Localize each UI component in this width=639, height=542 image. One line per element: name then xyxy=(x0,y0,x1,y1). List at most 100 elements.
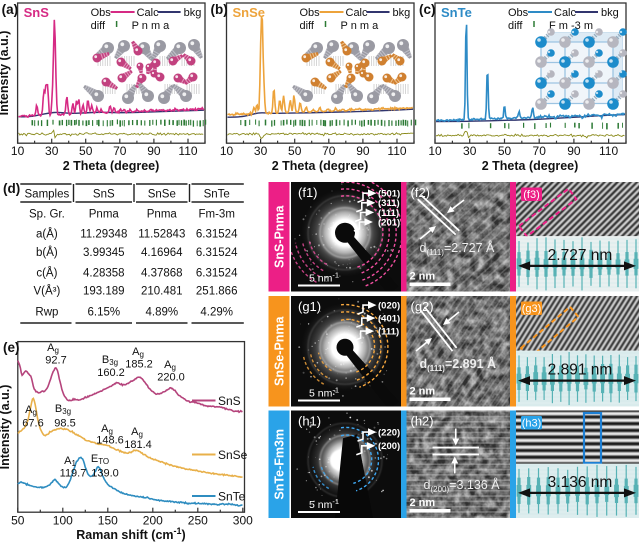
svg-text:10: 10 xyxy=(11,144,25,158)
svg-text:(200): (200) xyxy=(378,441,400,452)
svg-text:90: 90 xyxy=(356,144,370,158)
svg-text:2.891 nm: 2.891 nm xyxy=(548,362,613,379)
svg-text:181.4: 181.4 xyxy=(124,439,152,451)
svg-text:(311): (311) xyxy=(378,198,400,209)
svg-text:119.7: 119.7 xyxy=(60,468,87,480)
svg-text:(h3): (h3) xyxy=(522,418,542,430)
svg-text:SnS: SnS xyxy=(218,394,241,408)
svg-text:210.481: 210.481 xyxy=(141,286,183,298)
svg-text:P n m a: P n m a xyxy=(341,20,380,32)
svg-text:6.31524: 6.31524 xyxy=(196,229,238,241)
svg-text:diff: diff xyxy=(508,20,523,32)
svg-text:ETO: ETO xyxy=(91,453,109,466)
svg-text:251.866: 251.866 xyxy=(196,286,238,298)
svg-text:diff: diff xyxy=(300,20,315,32)
svg-text:6.31524: 6.31524 xyxy=(196,247,238,259)
svg-text:110: 110 xyxy=(178,144,197,158)
svg-text:4.29%: 4.29% xyxy=(200,307,233,319)
svg-text:4.37868: 4.37868 xyxy=(141,268,183,280)
svg-text:SnTe: SnTe xyxy=(218,490,246,504)
svg-text:(401): (401) xyxy=(378,314,400,325)
svg-text:SnSe: SnSe xyxy=(218,448,248,462)
svg-text:90: 90 xyxy=(147,144,161,158)
svg-text:Pnma: Pnma xyxy=(147,209,178,221)
svg-text:Calc: Calc xyxy=(346,7,369,19)
svg-text:Ag: Ag xyxy=(164,359,176,372)
svg-text:2 nm: 2 nm xyxy=(410,271,436,283)
svg-text:Sp. Gr.: Sp. Gr. xyxy=(29,209,65,221)
svg-text:Ag: Ag xyxy=(25,404,37,417)
svg-text:150: 150 xyxy=(98,514,118,528)
svg-text:(g3): (g3) xyxy=(522,303,542,315)
svg-text:(f1): (f1) xyxy=(298,185,318,200)
svg-text:(h1): (h1) xyxy=(298,414,321,429)
svg-text:Obs: Obs xyxy=(91,7,112,19)
svg-text:(201): (201) xyxy=(378,217,400,228)
svg-text:2 nm: 2 nm xyxy=(410,386,436,398)
svg-text:110: 110 xyxy=(599,144,618,158)
svg-text:110: 110 xyxy=(387,144,406,158)
svg-text:4.16964: 4.16964 xyxy=(141,247,183,259)
svg-text:bkg: bkg xyxy=(601,7,619,19)
svg-text:(f2): (f2) xyxy=(411,185,431,200)
svg-text:30: 30 xyxy=(45,144,59,158)
svg-text:b(Å): b(Å) xyxy=(36,246,58,259)
svg-text:diff: diff xyxy=(91,20,106,32)
svg-text:160.2: 160.2 xyxy=(97,367,125,379)
svg-text:2.727 nm: 2.727 nm xyxy=(548,247,613,264)
svg-text:SnTe-Fm3m: SnTe-Fm3m xyxy=(272,429,286,500)
svg-text:V(Å³): V(Å³) xyxy=(33,285,60,298)
svg-text:B3g: B3g xyxy=(102,354,118,367)
svg-text:200: 200 xyxy=(143,514,163,528)
svg-text:92.7: 92.7 xyxy=(45,355,66,367)
svg-text:50: 50 xyxy=(498,144,512,158)
svg-text:SnSe: SnSe xyxy=(148,189,176,201)
svg-text:SnSe: SnSe xyxy=(233,5,266,20)
svg-text:98.5: 98.5 xyxy=(54,418,75,430)
svg-text:100: 100 xyxy=(53,514,73,528)
svg-text:50: 50 xyxy=(288,144,302,158)
svg-text:4.28358: 4.28358 xyxy=(83,268,125,280)
svg-text:90: 90 xyxy=(567,144,581,158)
svg-text:(501): (501) xyxy=(378,189,400,200)
svg-text:(f3): (f3) xyxy=(523,189,540,201)
svg-text:SnSe-Pnma: SnSe-Pnma xyxy=(272,315,286,386)
svg-text:67.6: 67.6 xyxy=(22,418,43,430)
svg-text:(020): (020) xyxy=(378,301,400,312)
svg-text:A1: A1 xyxy=(64,455,76,468)
svg-text:(g1): (g1) xyxy=(298,299,321,314)
svg-text:2 Theta (degree): 2 Theta (degree) xyxy=(63,159,160,173)
svg-text:SnS: SnS xyxy=(24,5,50,20)
svg-text:Samples: Samples xyxy=(25,189,70,201)
svg-text:Obs: Obs xyxy=(300,7,321,19)
svg-text:11.52843: 11.52843 xyxy=(138,229,185,241)
svg-text:70: 70 xyxy=(322,144,336,158)
svg-text:Raman shift (cm-1): Raman shift (cm-1) xyxy=(76,526,185,542)
svg-text:bkg: bkg xyxy=(184,7,202,19)
svg-text:30: 30 xyxy=(254,144,268,158)
svg-text:2 Theta (degree): 2 Theta (degree) xyxy=(482,159,579,173)
svg-text:30: 30 xyxy=(463,144,477,158)
svg-text:(220): (220) xyxy=(378,428,400,439)
svg-text:Obs: Obs xyxy=(508,7,529,19)
svg-text:Pnma: Pnma xyxy=(89,209,120,221)
svg-text:5 nm-1: 5 nm-1 xyxy=(309,497,339,512)
svg-text:d(111)=2.891 Å: d(111)=2.891 Å xyxy=(420,356,497,373)
svg-text:Ag: Ag xyxy=(47,342,59,355)
svg-text:(h2): (h2) xyxy=(411,414,434,429)
svg-text:70: 70 xyxy=(533,144,547,158)
svg-text:10: 10 xyxy=(220,144,234,158)
svg-text:SnTe: SnTe xyxy=(204,189,230,201)
svg-text:2 nm: 2 nm xyxy=(410,497,436,509)
svg-text:11.29348: 11.29348 xyxy=(80,229,127,241)
svg-text:(111): (111) xyxy=(378,327,399,338)
svg-text:(c): (c) xyxy=(419,2,436,17)
svg-text:300: 300 xyxy=(233,514,253,528)
svg-text:5 nm-1: 5 nm-1 xyxy=(309,385,339,400)
svg-text:193.189: 193.189 xyxy=(83,286,125,298)
svg-text:(111): (111) xyxy=(378,208,399,219)
svg-text:Intensity (a.u.): Intensity (a.u.) xyxy=(0,385,12,470)
svg-text:10: 10 xyxy=(428,144,442,158)
svg-text:B3g: B3g xyxy=(55,403,71,416)
svg-text:SnS-Pnma: SnS-Pnma xyxy=(272,204,286,268)
